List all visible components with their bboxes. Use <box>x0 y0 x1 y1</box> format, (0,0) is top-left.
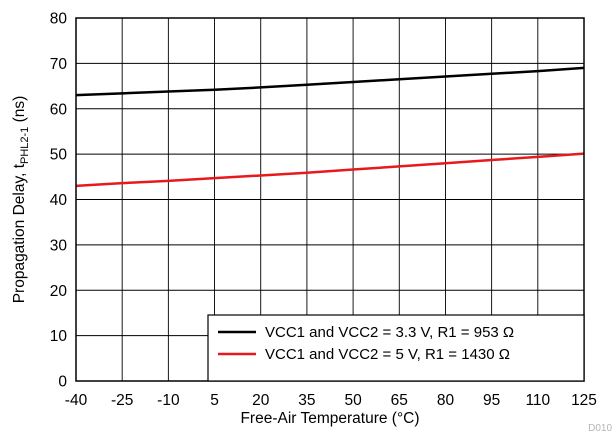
series-lines <box>75 66 585 188</box>
x-tick-label: 95 <box>483 392 500 409</box>
y-tick-label: 50 <box>50 147 68 164</box>
legend-label-3v3: VCC1 and VCC2 = 3.3 V, R1 = 953 Ω <box>265 324 514 341</box>
x-tick-label: 50 <box>344 392 362 409</box>
x-tick-label: 20 <box>252 392 270 409</box>
y-tick-label: 70 <box>50 56 68 73</box>
x-axis-ticks: -40 -25 -10 5 20 35 50 65 80 95 110 125 <box>65 392 597 409</box>
y-tick-label: 10 <box>50 328 68 345</box>
y-tick-label: 80 <box>50 11 68 28</box>
x-tick-label: 35 <box>298 392 315 409</box>
legend-box <box>207 314 585 382</box>
x-tick-label: 65 <box>391 392 408 409</box>
x-tick-label: -10 <box>157 392 180 409</box>
x-tick-label: 5 <box>210 392 219 409</box>
legend: VCC1 and VCC2 = 3.3 V, R1 = 953 Ω VCC1 a… <box>207 314 585 382</box>
figure-id: D010 <box>588 423 612 433</box>
x-axis-title: Free-Air Temperature (°C) <box>240 410 419 427</box>
y-axis-title-suffix: (ns) <box>11 96 28 127</box>
y-tick-label: 60 <box>50 101 68 118</box>
x-tick-label: -25 <box>111 392 133 409</box>
y-tick-label: 20 <box>50 283 68 300</box>
y-tick-label: 40 <box>50 192 68 209</box>
legend-label-5v: VCC1 and VCC2 = 5 V, R1 = 1430 Ω <box>265 346 510 363</box>
x-tick-label: -40 <box>65 392 88 409</box>
y-axis-title: Propagation Delay, tPHL2-1 (ns) <box>11 96 31 304</box>
y-tick-label: 30 <box>50 237 68 254</box>
y-axis-title-subscript: PHL2-1 <box>19 127 31 164</box>
x-tick-label: 125 <box>571 392 597 409</box>
y-tick-label: 0 <box>58 374 67 391</box>
series-line-0 <box>75 66 585 97</box>
y-axis-ticks: 0 10 20 30 40 50 60 70 80 <box>50 11 68 391</box>
x-tick-label: 80 <box>437 392 455 409</box>
series-line-1 <box>75 152 585 188</box>
y-axis-title-prefix: Propagation Delay, t <box>11 163 28 303</box>
x-tick-label: 110 <box>525 392 550 409</box>
